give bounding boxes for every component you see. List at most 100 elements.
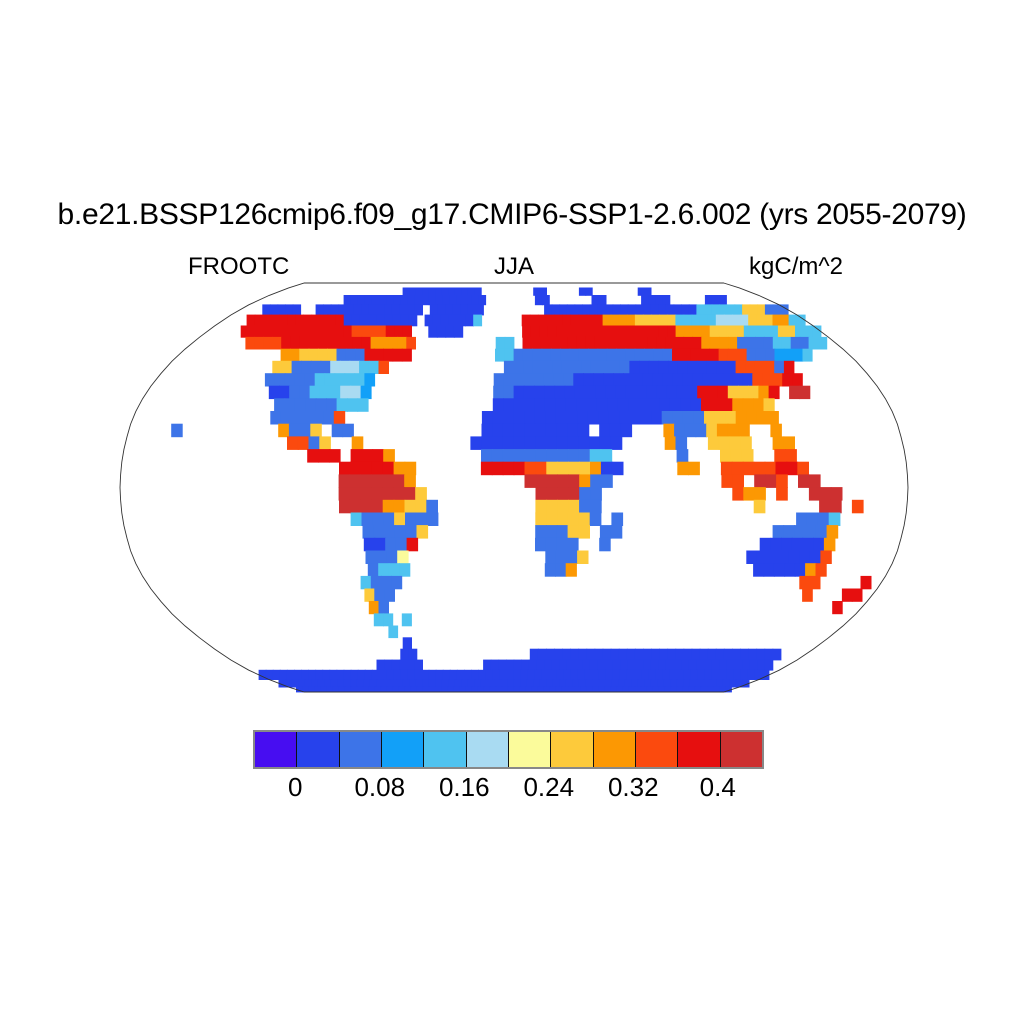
map-grid-cell — [574, 385, 586, 400]
map-grid-cell — [641, 295, 649, 306]
map-grid-cell — [589, 436, 601, 450]
map-grid-cell — [626, 314, 636, 327]
map-grid-cell — [440, 314, 450, 327]
map-grid-cell — [774, 360, 785, 374]
map-grid-cell — [492, 669, 501, 680]
map-grid-cell — [727, 385, 739, 400]
map-grid-cell — [532, 360, 544, 374]
map-grid-cell — [372, 449, 385, 463]
map-grid-cell — [336, 669, 345, 680]
map-grid-cell — [688, 686, 696, 693]
map-grid-cell — [709, 325, 719, 338]
map-grid-cell — [759, 537, 772, 552]
map-grid-cell — [706, 360, 718, 374]
map-grid-cell — [556, 325, 566, 338]
map-grid-cell — [633, 325, 643, 338]
map-grid-cell — [263, 336, 273, 350]
map-grid-cell — [675, 436, 688, 450]
map-grid-cell — [743, 325, 754, 338]
map-grid-cell — [638, 398, 650, 412]
map-grid-cell — [756, 550, 769, 564]
map-grid-cell — [391, 659, 401, 671]
map-grid-cell — [386, 550, 399, 564]
map-grid-cell — [399, 659, 408, 671]
map-grid-cell — [775, 461, 788, 476]
map-grid-cell — [535, 512, 547, 526]
map-grid-cell — [590, 487, 602, 501]
map-grid-cell — [726, 360, 737, 374]
map-grid-cell — [383, 449, 395, 463]
map-grid-cell — [794, 563, 806, 577]
map-grid-cell — [651, 411, 663, 425]
map-grid-cell — [566, 411, 578, 425]
map-grid-cell — [599, 525, 612, 539]
map-grid-cell — [606, 348, 617, 362]
map-grid-cell — [652, 373, 664, 387]
map-grid-cell — [788, 550, 800, 564]
map-grid-cell — [768, 385, 780, 400]
map-grid-cell — [556, 525, 569, 539]
map-grid-cell — [470, 436, 482, 450]
map-grid-cell — [535, 449, 547, 463]
map-grid-cell — [471, 669, 479, 680]
map-grid-cell — [578, 512, 591, 526]
map-grid-cell — [707, 385, 719, 400]
map-grid-cell — [324, 373, 336, 387]
map-grid-cell — [633, 373, 644, 387]
map-grid-cell — [287, 436, 299, 450]
map-grid-cell — [320, 686, 327, 693]
map-grid-cell — [675, 325, 685, 338]
map-grid-cell — [571, 360, 582, 374]
map-grid-cell — [565, 563, 577, 577]
map-grid-cell — [823, 537, 836, 552]
map-grid-cell — [407, 659, 416, 671]
map-grid-cell — [552, 360, 563, 374]
map-grid-cell — [607, 398, 619, 412]
map-grid-cell — [502, 461, 515, 476]
map-grid-cell — [597, 304, 606, 316]
map-grid-cell — [663, 679, 672, 688]
map-grid-cell — [297, 436, 310, 450]
map-grid-cell — [535, 499, 548, 514]
map-grid-cell — [622, 686, 630, 693]
map-grid-cell — [748, 648, 758, 661]
map-grid-cell — [171, 423, 183, 438]
map-grid-cell — [603, 336, 613, 350]
map-grid-cell — [747, 669, 756, 680]
map-grid-cell — [545, 423, 558, 438]
map-grid-cell — [426, 499, 438, 514]
map-grid-cell — [613, 373, 624, 387]
map-grid-cell — [626, 648, 636, 661]
map-grid-cell — [713, 686, 720, 693]
map-grid-cell — [668, 360, 679, 374]
map-grid-cell — [386, 669, 394, 680]
map-grid-cell — [851, 499, 864, 514]
map-grid-cell — [277, 304, 286, 316]
map-grid-cell — [560, 348, 571, 362]
map-grid-cell — [415, 679, 423, 688]
map-grid-cell — [364, 373, 376, 387]
map-grid-cell — [521, 314, 531, 327]
map-grid-cell — [311, 314, 321, 327]
map-grid-cell — [346, 304, 355, 316]
colorbar-segment-1 — [296, 732, 339, 767]
map-grid-cell — [278, 679, 286, 688]
map-grid-cell — [681, 348, 692, 362]
map-grid-cell — [749, 659, 759, 671]
map-grid-cell — [300, 325, 310, 338]
map-grid-cell — [361, 449, 374, 463]
map-grid-cell — [354, 373, 366, 387]
map-grid-cell — [644, 348, 655, 362]
map-grid-cell — [421, 669, 430, 680]
map-grid-cell — [394, 525, 407, 539]
map-grid-cell — [740, 669, 749, 680]
map-grid-cell — [546, 314, 555, 327]
map-grid-cell — [597, 348, 608, 362]
map-grid-cell — [524, 423, 536, 438]
map-grid-cell — [748, 385, 760, 400]
map-grid-cell — [448, 287, 456, 296]
map-grid-cell — [598, 411, 610, 425]
season-label: JJA — [493, 253, 535, 280]
map-grid-cell — [371, 487, 384, 501]
map-grid-cell — [783, 525, 795, 539]
